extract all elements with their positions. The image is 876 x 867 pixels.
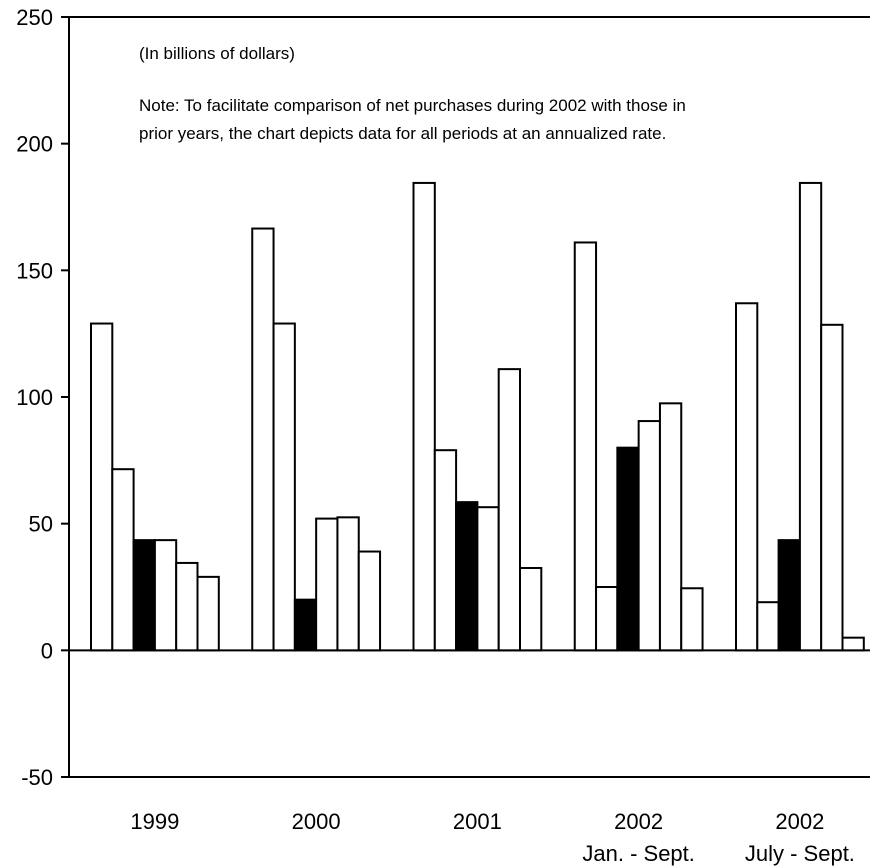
- y-tick-label: 50: [29, 512, 53, 537]
- bar: [519, 567, 543, 652]
- bar: [111, 468, 135, 652]
- note-line-1: Note: To facilitate comparison of net pu…: [139, 96, 686, 115]
- bar: [798, 181, 823, 652]
- x-category-label: 2002: [775, 809, 824, 834]
- y-axis-ticks: 250 200 150 100 50 0 -50: [16, 5, 69, 790]
- y-tick-label: 100: [16, 385, 53, 410]
- x-category-sublabel: July - Sept.: [745, 841, 855, 866]
- note-line-2: prior years, the chart depicts data for …: [139, 124, 666, 143]
- bar: [336, 516, 360, 652]
- bar: [476, 506, 500, 652]
- y-tick-label: 0: [41, 638, 53, 663]
- bar: [90, 322, 114, 652]
- x-category-label: 1999: [130, 809, 179, 834]
- bar: [595, 586, 619, 652]
- bar: [196, 575, 220, 652]
- bar: [433, 449, 458, 652]
- bar: [272, 322, 296, 652]
- bar: [315, 517, 339, 652]
- bar: [777, 539, 801, 652]
- units-note: (In billions of dollars): [139, 44, 295, 63]
- bar: [251, 227, 275, 652]
- bar: [735, 302, 759, 652]
- y-tick-label: 150: [16, 258, 53, 283]
- bar: [412, 181, 436, 652]
- bar: [756, 601, 780, 652]
- bar: [841, 636, 865, 652]
- y-tick-label: -50: [21, 765, 53, 790]
- x-category-sublabel: Jan. - Sept.: [582, 841, 695, 866]
- bar: [175, 561, 199, 652]
- bar: [637, 420, 661, 652]
- bar: [680, 587, 704, 652]
- x-category-label: 2001: [453, 809, 502, 834]
- bar: [616, 446, 640, 652]
- y-tick-label: 250: [16, 5, 53, 30]
- x-axis-labels: 1999 2000 2001 2002 Jan. - Sept. 2002 July - S…: [130, 809, 855, 866]
- bar: [573, 241, 598, 652]
- bar: [357, 550, 382, 652]
- y-tick-label: 200: [16, 132, 53, 157]
- x-category-label: 2000: [292, 809, 341, 834]
- bar: [153, 539, 178, 652]
- bar: [132, 539, 156, 652]
- bar: [455, 501, 479, 652]
- bar: [293, 598, 318, 652]
- bars: [90, 181, 865, 652]
- bar: [820, 323, 844, 652]
- bar: [658, 402, 683, 652]
- x-category-label: 2002: [614, 809, 663, 834]
- bar: [497, 368, 522, 652]
